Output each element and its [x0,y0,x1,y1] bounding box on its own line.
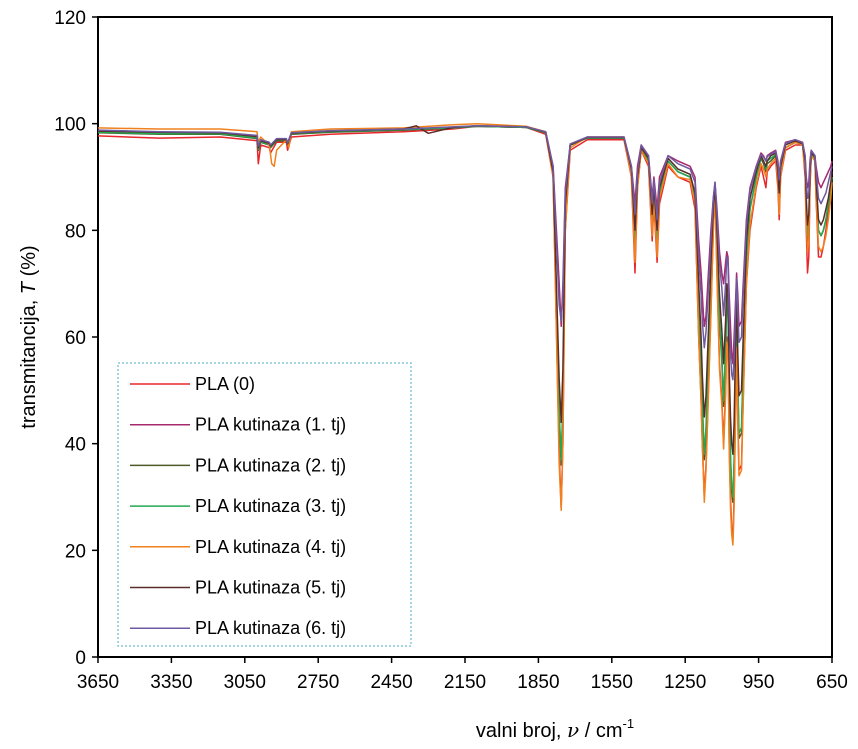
x-axis-title-symbol: ν [567,718,579,742]
y-tick-label: 0 [75,648,86,669]
x-axis-title-unit: / cm [579,720,622,742]
x-tick-label: 2150 [444,672,486,693]
series-layer [97,122,833,546]
legend-label-3: PLA kutinaza (2. tj) [195,455,346,475]
y-tick-label: 120 [54,8,86,29]
axis-ticks: 3650 3350 3050 2750 2450 2150 1850 1550 1250 950 6… [54,8,848,693]
x-tick-label: 3050 [224,672,266,693]
x-axis-title-prefix: valni broj, [476,720,567,742]
x-tick-label: 650 [816,672,848,693]
y-tick-label: 20 [65,541,86,562]
y-axis-title-prefix: transmitancija, [18,294,40,429]
x-tick-label: 1250 [664,672,706,693]
y-tick-label: 40 [65,435,86,456]
x-tick-label: 2750 [297,672,339,693]
legend: PLA (0) PLA kutinaza (1. tj) PLA kutinaza … [117,362,412,647]
x-tick-label: 2450 [370,672,412,693]
legend-items: PLA (0) PLA kutinaza (1. tj) PLA kutinaza … [130,374,346,638]
x-tick-label: 950 [743,672,775,693]
legend-label-6: PLA kutinaza (5. tj) [195,578,346,598]
y-tick-label: 60 [65,328,86,349]
legend-label-2: PLA kutinaza (1. tj) [195,415,346,435]
x-axis-title: valni broj, ν / cm-1 [476,716,634,742]
y-axis-title-symbol: T [18,280,40,294]
x-axis-title-sup: -1 [623,716,635,731]
y-axis-title-suffix: (%) [18,245,40,282]
legend-label-1: PLA (0) [195,374,255,394]
x-tick-label: 1550 [591,672,633,693]
legend-label-4: PLA kutinaza (3. tj) [195,496,346,516]
y-tick-label: 80 [65,221,86,242]
x-tick-label: 3350 [150,672,192,693]
legend-label-7: PLA kutinaza (6. tj) [195,618,346,638]
y-axis-title: transmitancija, T (%) [18,245,40,428]
y-tick-label: 100 [54,115,86,136]
series-line-7 [97,125,833,381]
legend-label-5: PLA kutinaza (4. tj) [195,537,346,557]
x-tick-label: 1850 [517,672,559,693]
x-tick-label: 3650 [77,672,119,693]
legend-box [117,362,412,647]
series-line-5 [97,122,833,546]
